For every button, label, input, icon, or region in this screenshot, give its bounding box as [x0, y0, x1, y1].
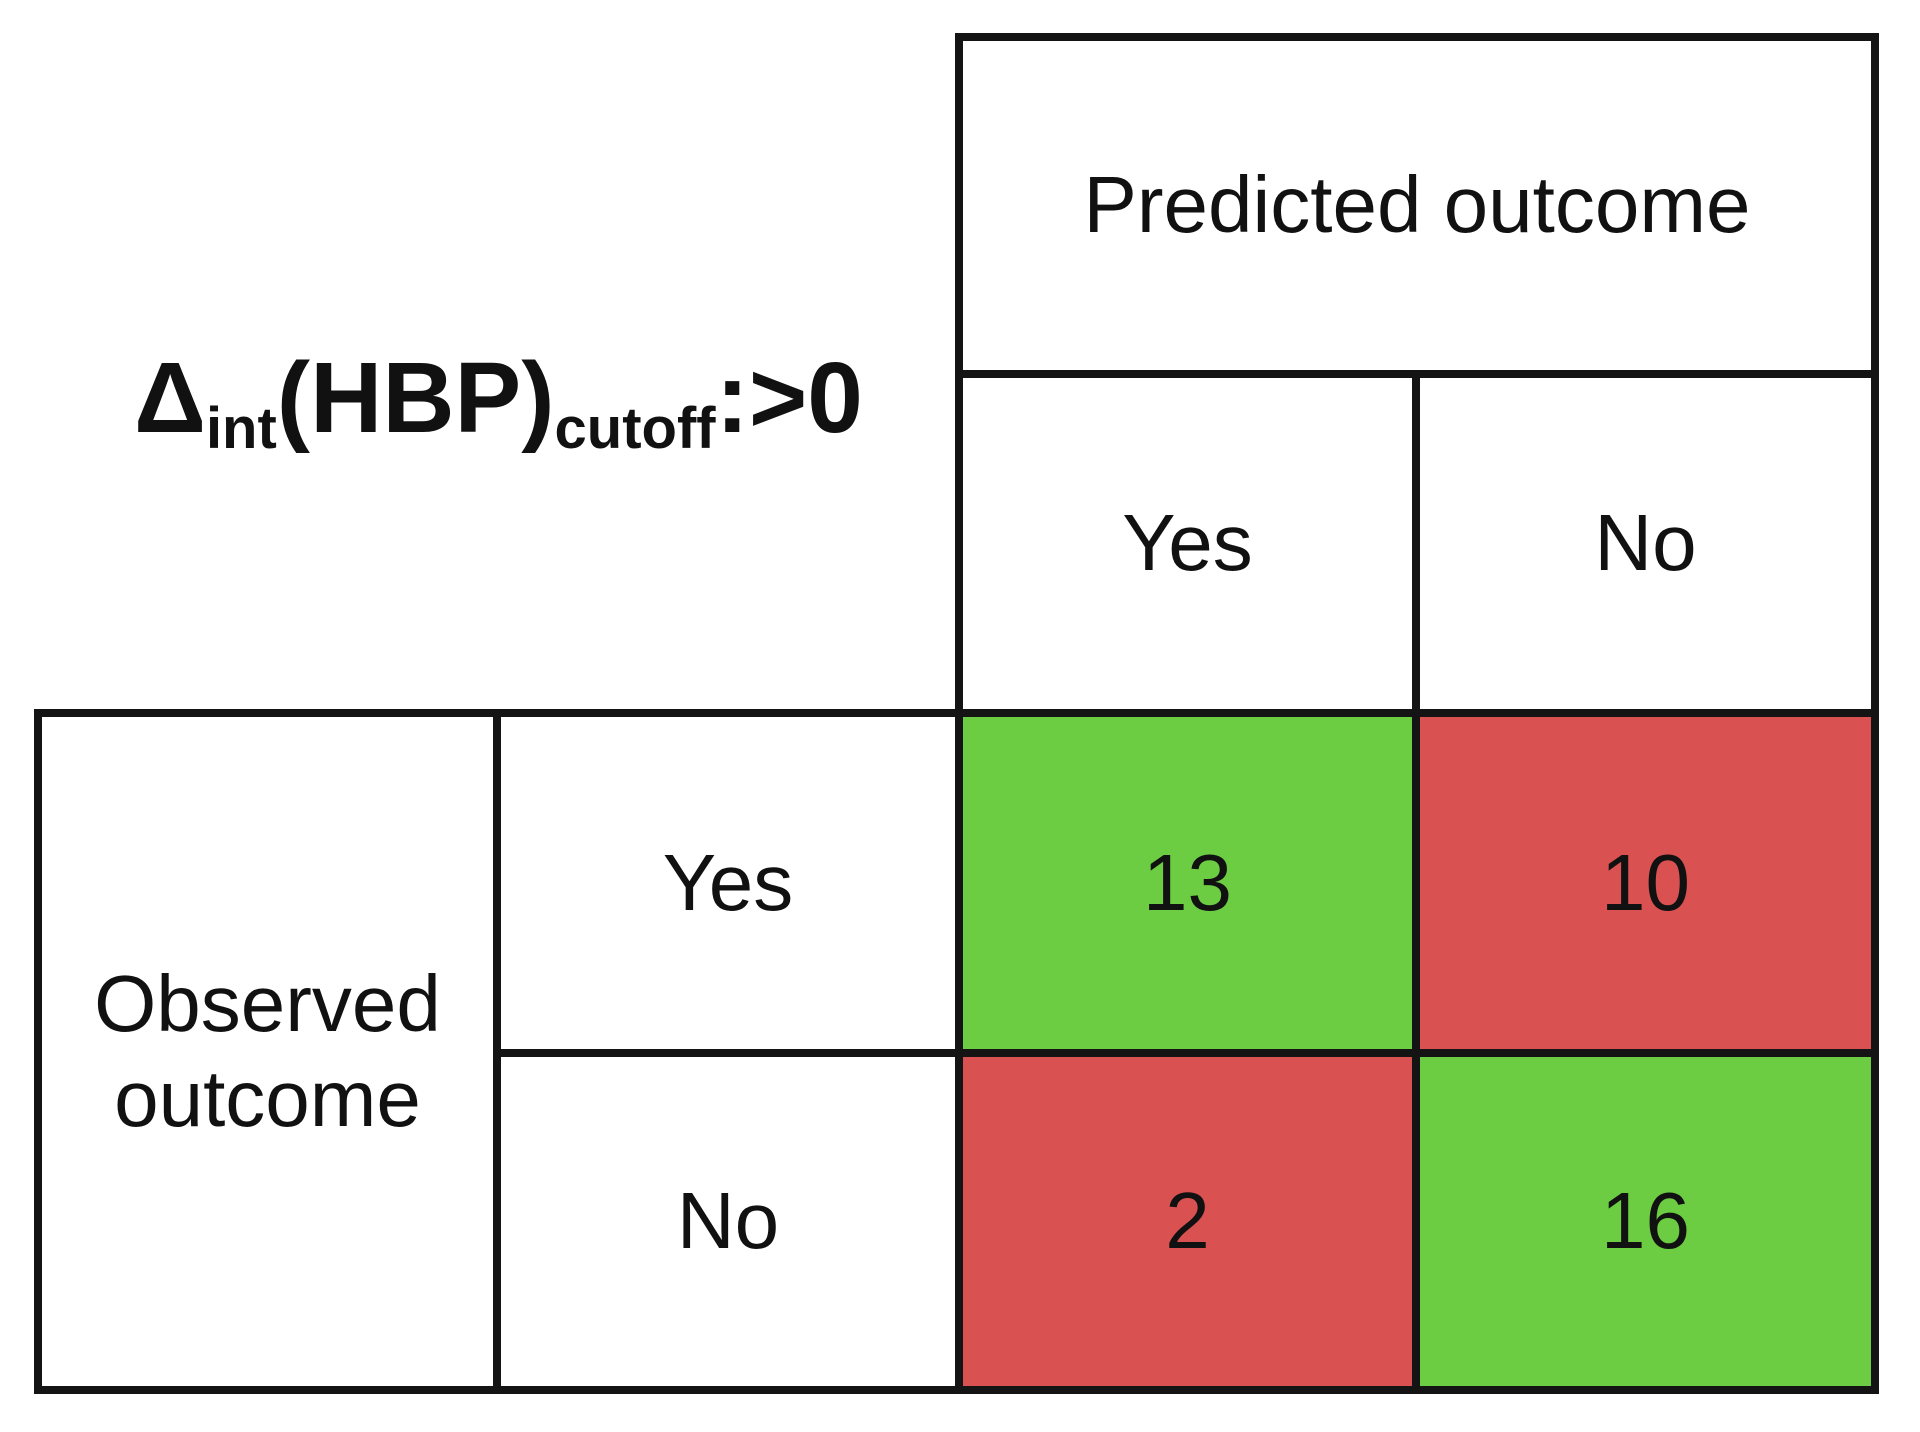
grid-line-row-divider	[493, 1049, 1879, 1057]
title-sub-int: int	[205, 396, 277, 462]
cell-observed-yes-predicted-yes: 13	[959, 713, 1416, 1053]
col-header-predicted-yes: Yes	[959, 374, 1416, 713]
title-sub-cutoff: cutoff	[554, 396, 716, 462]
col-header-label: Yes	[1122, 498, 1253, 588]
col-header-predicted-no: No	[1416, 374, 1875, 713]
predicted-outcome-header: Predicted outcome	[959, 37, 1875, 374]
row-header-observed-no: No	[497, 1053, 959, 1390]
predicted-outcome-label: Predicted outcome	[1083, 160, 1751, 250]
observed-outcome-label: Observed outcome	[94, 957, 441, 1146]
title-threshold: :>0	[715, 342, 863, 454]
row-header-observed-yes: Yes	[497, 713, 959, 1053]
cell-observed-yes-predicted-no: 10	[1416, 713, 1875, 1053]
cell-value: 2	[1165, 1176, 1210, 1266]
title-hbp: (HBP)	[276, 342, 555, 454]
title-delta: Δ	[134, 342, 206, 454]
grid-line-left-outer	[34, 709, 42, 1394]
observed-outcome-label-line2: outcome	[114, 1053, 421, 1143]
observed-outcome-header: Observed outcome	[38, 713, 497, 1390]
grid-line-predicted-header-bottom	[955, 370, 1879, 378]
col-header-label: No	[1594, 498, 1697, 588]
cell-observed-no-predicted-no: 16	[1416, 1053, 1875, 1390]
cell-observed-no-predicted-yes: 2	[959, 1053, 1416, 1390]
grid-line-yes-no-divider	[1412, 370, 1420, 1394]
row-header-label: No	[676, 1176, 780, 1266]
figure-title: Δint(HBP)cutoff:>0	[38, 348, 959, 458]
grid-line-data-top	[34, 709, 1879, 717]
observed-outcome-label-line1: Observed	[94, 959, 441, 1049]
grid-line-bottom-outer	[34, 1386, 1879, 1394]
cell-value: 10	[1601, 837, 1690, 927]
row-header-label: Yes	[662, 837, 794, 927]
grid-line-top-outer	[955, 33, 1879, 41]
cell-value: 13	[1143, 837, 1232, 927]
cell-value: 16	[1601, 1176, 1690, 1266]
